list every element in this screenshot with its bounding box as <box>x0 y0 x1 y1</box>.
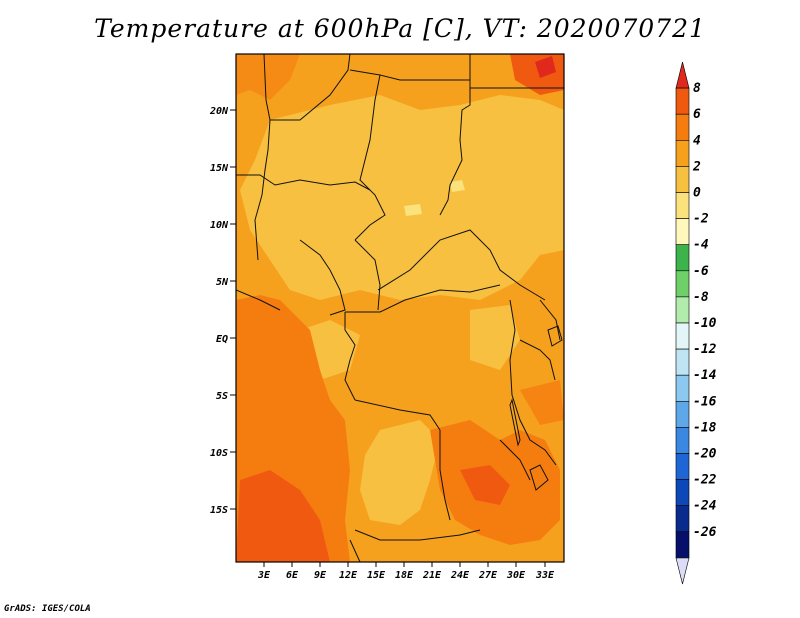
colorbar-bottom-arrow <box>675 557 690 585</box>
lon-label: 33E <box>535 570 555 581</box>
colorbar-segment <box>675 453 690 480</box>
lat-label: 15N <box>210 163 229 174</box>
lat-label: 5S <box>216 391 228 402</box>
colorbar-segment <box>675 192 690 219</box>
map-frame <box>235 53 565 563</box>
colorbar-segment <box>675 374 690 402</box>
colorbar-label: -26 <box>693 525 717 540</box>
colorbar: 8 6 4 2 0 -2 -4 -6 -8 -10 -12 -14 -16 -18 -20 -22 -24 -26 <box>675 61 717 585</box>
lon-label: 12E <box>339 570 358 581</box>
colorbar-segment <box>675 479 690 507</box>
colorbar-label: -18 <box>693 420 717 435</box>
lat-label: 10N <box>210 220 229 231</box>
map-title: Temperature at 600hPa [C], VT: 202007072… <box>94 14 706 43</box>
latitude-axis: 20N 15N 10N 5N EQ 5S 10S 15S <box>209 106 236 516</box>
colorbar-segment <box>675 218 690 246</box>
lon-label: 21E <box>422 570 442 581</box>
colorbar-label: -2 <box>693 212 709 227</box>
lat-label: EQ <box>216 334 228 345</box>
colorbar-segment <box>675 348 690 376</box>
lat-label: 5N <box>216 277 229 288</box>
colorbar-segment <box>675 166 690 193</box>
colorbar-segment <box>675 244 690 272</box>
colorbar-segment <box>675 296 690 324</box>
colorbar-segment <box>675 505 690 533</box>
colorbar-segment <box>675 322 690 350</box>
colorbar-label: -12 <box>693 342 717 357</box>
country-borders <box>236 54 564 562</box>
temperature-field <box>236 54 564 562</box>
lat-label: 10S <box>210 448 228 459</box>
lon-label: 27E <box>478 570 498 581</box>
colorbar-segment <box>675 270 690 298</box>
colorbar-segment <box>675 140 690 167</box>
colorbar-label: 8 <box>693 81 701 96</box>
colorbar-segment <box>675 113 690 141</box>
lon-label: 9E <box>314 570 327 581</box>
lat-label: 15S <box>210 505 228 516</box>
colorbar-label: -10 <box>693 316 717 331</box>
colorbar-label: -14 <box>693 368 717 383</box>
colorbar-label: -22 <box>693 473 717 488</box>
colorbar-label: -8 <box>693 290 709 305</box>
lon-label: 15E <box>367 570 386 581</box>
colorbar-segment <box>675 87 690 115</box>
colorbar-segment <box>675 427 690 454</box>
colorbar-label: 6 <box>693 107 701 122</box>
longitude-axis: 3E 6E 9E 12E 15E 18E 21E 24E 27E 30E 33E <box>257 562 555 581</box>
colorbar-top-arrow <box>675 61 690 89</box>
grads-credit: GrADS: IGES/COLA <box>4 604 91 614</box>
lon-label: 3E <box>257 570 271 581</box>
colorbar-label: -4 <box>693 238 709 253</box>
colorbar-label: -20 <box>693 447 717 462</box>
colorbar-label: -16 <box>693 394 717 409</box>
colorbar-label: 2 <box>692 159 701 174</box>
colorbar-label: 4 <box>693 133 701 148</box>
lon-label: 6E <box>286 570 299 581</box>
colorbar-label: -24 <box>693 499 717 514</box>
lon-label: 18E <box>395 570 414 581</box>
lon-label: 30E <box>506 570 526 581</box>
colorbar-segment <box>675 531 690 559</box>
colorbar-label: -6 <box>693 264 709 279</box>
colorbar-segment <box>675 400 690 428</box>
lon-label: 24E <box>450 570 470 581</box>
colorbar-label: 0 <box>693 186 701 201</box>
lat-label: 20N <box>209 106 229 117</box>
